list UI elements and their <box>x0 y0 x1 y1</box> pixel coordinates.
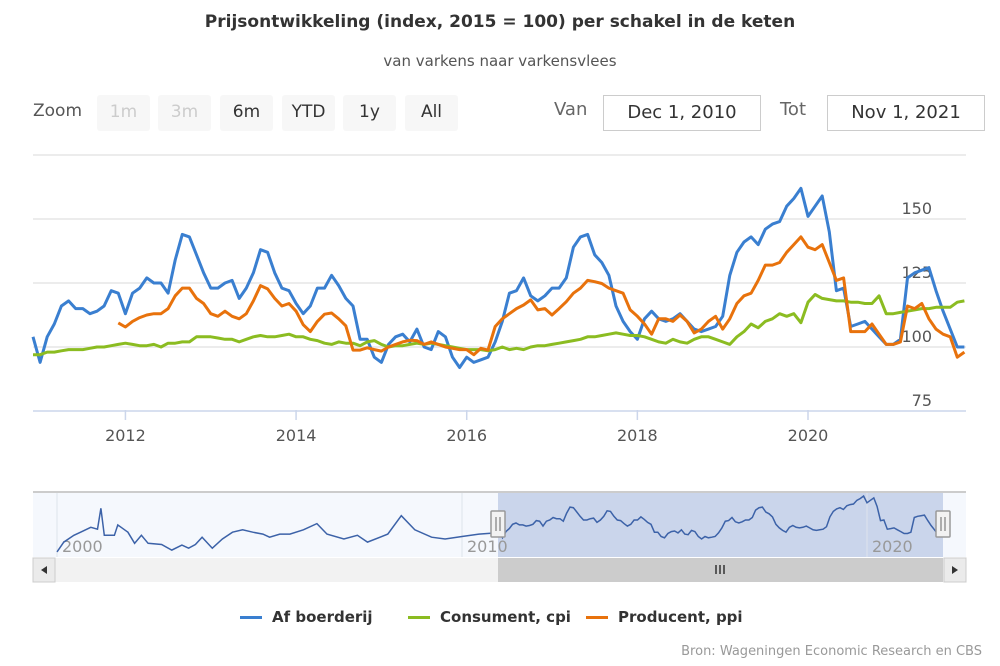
zoom-all-button[interactable]: All <box>405 95 458 131</box>
from-date-input[interactable]: Dec 1, 2010 <box>603 95 761 131</box>
legend-item-consument-cpi[interactable]: Consument, cpi <box>408 608 571 626</box>
zoom-3m-button[interactable]: 3m <box>158 95 211 131</box>
navigator-right-handle[interactable] <box>935 510 951 538</box>
legend-swatch <box>586 615 608 619</box>
y-tick-label: 150 <box>901 199 932 218</box>
from-label: Van <box>554 99 588 120</box>
series-line-consument-cpi[interactable] <box>33 293 965 357</box>
to-date-input[interactable]: Nov 1, 2021 <box>827 95 985 131</box>
x-tick-label: 2018 <box>617 426 658 445</box>
zoom-1m-button[interactable]: 1m <box>97 95 150 131</box>
to-label: Tot <box>780 99 807 120</box>
chart-title: Prijsontwikkeling (index, 2015 = 100) pe… <box>204 12 796 32</box>
series-line-af-boerderij[interactable] <box>31 186 965 369</box>
y-tick-label: 75 <box>912 391 932 410</box>
chart-subtitle: van varkens naar varkensvlees <box>383 52 617 70</box>
navigator-tick-label: 2020 <box>872 537 913 556</box>
navigator-selected-range[interactable] <box>498 493 943 557</box>
navigator-tick-label: 2010 <box>467 537 508 556</box>
legend-label: Af boerderij <box>272 608 373 626</box>
legend-item-producent-ppi[interactable]: Producent, ppi <box>586 608 743 626</box>
navigator-tick-label: 2000 <box>62 537 103 556</box>
arrow-right-icon <box>952 566 958 574</box>
y-tick-label: 100 <box>901 327 932 346</box>
legend-swatch <box>408 615 430 619</box>
x-tick-label: 2016 <box>446 426 487 445</box>
legend-item-af-boerderij[interactable]: Af boerderij <box>240 608 373 626</box>
legend-label: Producent, ppi <box>618 608 743 626</box>
zoom-label: Zoom <box>33 101 83 121</box>
x-tick-label: 2012 <box>105 426 146 445</box>
zoom-ytd-button[interactable]: YTD <box>282 95 335 131</box>
credits: Bron: Wageningen Economic Research en CB… <box>681 644 982 659</box>
x-tick-label: 2020 <box>788 426 829 445</box>
zoom-6m-button[interactable]: 6m <box>220 95 273 131</box>
legend-label: Consument, cpi <box>440 608 571 626</box>
zoom-1y-button[interactable]: 1y <box>343 95 396 131</box>
arrow-left-icon <box>41 566 47 574</box>
x-tick-label: 2014 <box>276 426 317 445</box>
legend-swatch <box>240 615 262 619</box>
navigator-series-line <box>56 494 942 553</box>
series-line-producent-ppi[interactable] <box>117 235 966 359</box>
navigator-left-handle[interactable] <box>490 510 506 538</box>
